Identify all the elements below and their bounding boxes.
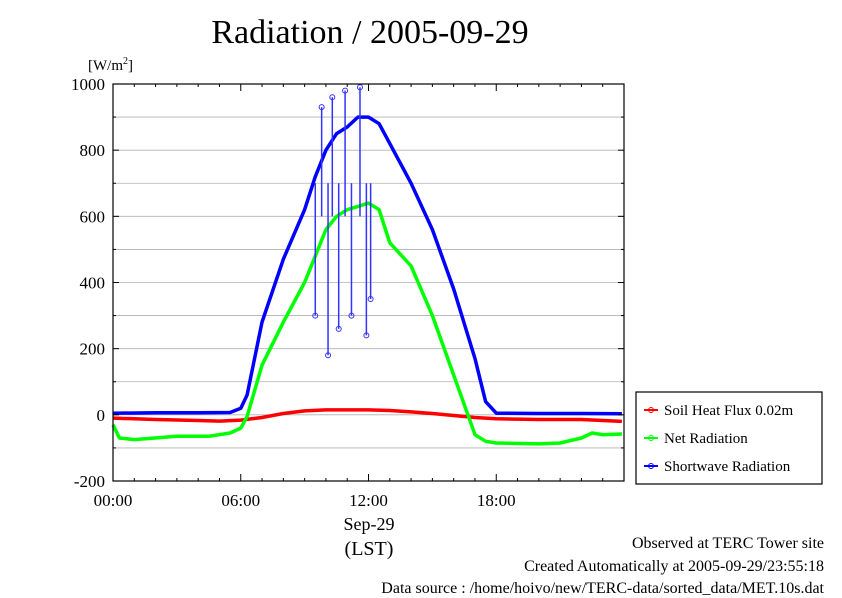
y-tick-label: 400: [80, 274, 106, 293]
legend-marker: [648, 407, 654, 413]
footer-observed: Observed at TERC Tower site: [631, 535, 824, 552]
legend-box: [635, 391, 823, 485]
y-tick-label: 800: [80, 141, 106, 160]
spike-point: [367, 296, 374, 303]
y-tick-label: 600: [80, 207, 106, 226]
footer-created: Created Automatically at 2005-09-29/23:5…: [524, 558, 824, 575]
legend-label: Net Radiation: [664, 431, 748, 447]
y-tick-label: 0: [97, 406, 106, 425]
x-axis-date-label: Sep-29: [344, 514, 395, 534]
y-axis-unit-label: [W/m2]: [88, 56, 133, 74]
x-axis: 00:00 06:00 12:00 18:00: [94, 84, 625, 510]
legend-label: Soil Heat Flux 0.02m: [664, 403, 794, 419]
y-axis: -200 0 200 400 600 800 1000: [71, 75, 624, 491]
spike-point: [329, 94, 336, 101]
spike-point: [312, 312, 319, 319]
y-tick-label: 1000: [71, 75, 105, 94]
series-line-soil-heat-flux-0-02m: [112, 408, 622, 424]
spike-point: [342, 87, 349, 94]
spike-point: [356, 84, 363, 91]
y-tick-label: 200: [80, 340, 106, 359]
spike-point: [325, 352, 332, 359]
gridlines: [113, 116, 624, 449]
x-tick-label: 06:00: [221, 491, 260, 510]
series-line-shortwave-radiation: [112, 115, 622, 416]
y-tick-label: -200: [74, 472, 105, 491]
legend-marker: [648, 463, 654, 469]
legend-label: Shortwave Radiation: [664, 459, 791, 475]
legend: Soil Heat Flux 0.02m Net Radiation Shortwa…: [635, 391, 823, 485]
x-tick-label: 00:00: [94, 491, 133, 510]
spike-markers: [312, 84, 374, 359]
x-tick-label: 18:00: [477, 491, 516, 510]
spike-point: [318, 104, 325, 111]
spike-point: [363, 332, 370, 339]
x-tick-label: 12:00: [349, 491, 388, 510]
footer-source: Data source : /home/hoivo/new/TERC-data/…: [381, 580, 824, 597]
spike-point: [335, 325, 342, 332]
x-axis-unit-label: (LST): [345, 538, 394, 560]
spike-point: [348, 312, 355, 319]
chart-title: Radiation / 2005-09-29: [211, 14, 529, 51]
series-lines: [111, 115, 622, 446]
series-line-net-radiation: [111, 201, 622, 446]
legend-marker: [648, 435, 654, 441]
